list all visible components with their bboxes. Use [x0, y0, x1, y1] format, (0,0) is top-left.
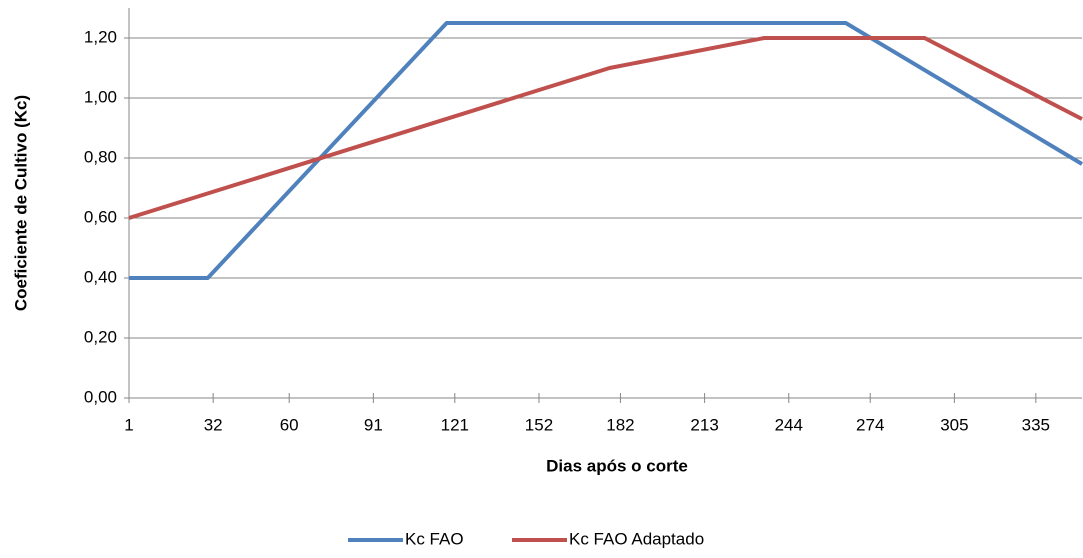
data-line: [129, 21, 1083, 280]
x-tick-label: 121: [441, 415, 469, 434]
x-tick-label: 244: [775, 415, 803, 434]
legend-label: Kc FAO Adaptado: [569, 529, 704, 548]
y-tick-label: 0,00: [84, 387, 117, 406]
x-tick-label: 32: [204, 415, 223, 434]
x-tick-label: 213: [690, 415, 718, 434]
y-tick-label: 1,00: [84, 87, 117, 106]
x-tick-label: 335: [1022, 415, 1050, 434]
y-tick-label: 1,20: [84, 27, 117, 46]
y-tick-label: 0,80: [84, 147, 117, 166]
x-tick-label: 182: [606, 415, 634, 434]
data-line: [128, 36, 1083, 220]
x-axis-label: Dias após o corte: [546, 456, 688, 475]
x-tick-label: 305: [940, 415, 968, 434]
y-axis-label: Coeficiente de Cultivo (Kc): [11, 95, 30, 311]
x-tick-label: 60: [280, 415, 299, 434]
x-tick-label: 91: [364, 415, 383, 434]
x-tick-label: 1: [124, 415, 133, 434]
x-tick-label: 152: [525, 415, 553, 434]
y-tick-label: 0,20: [84, 327, 117, 346]
y-tick-label: 0,60: [84, 207, 117, 226]
legend-label: Kc FAO: [405, 529, 464, 548]
y-tick-label: 0,40: [84, 267, 117, 286]
x-tick-label: 274: [856, 415, 884, 434]
